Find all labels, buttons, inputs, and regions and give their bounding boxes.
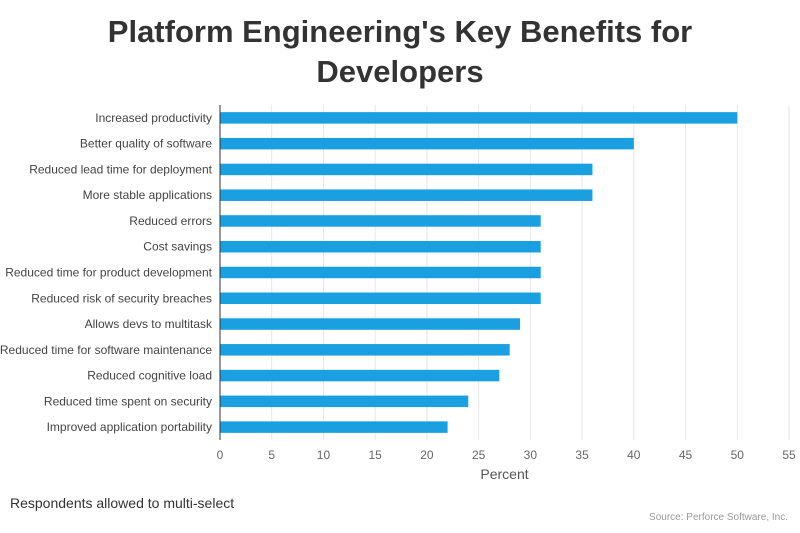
bar [220, 292, 541, 305]
x-tick-label: 40 [627, 448, 641, 462]
bar [220, 240, 541, 253]
chart-title-line-1: Platform Engineering's Key Benefits for [107, 14, 693, 49]
x-tick-label: 25 [472, 448, 486, 462]
category-label: Reduced time for product development [5, 266, 212, 280]
x-tick-label: 5 [268, 448, 275, 462]
x-tick-label: 10 [317, 448, 331, 462]
category-label: Reduced time for software maintenance [0, 343, 212, 357]
category-labels: Increased productivity Better quality of … [0, 111, 213, 434]
chart-title: Platform Engineering's Key Benefits for … [0, 12, 800, 92]
x-axis-title: Percent [480, 466, 528, 482]
category-label: Reduced errors [129, 214, 212, 228]
x-tick-label: 35 [575, 448, 589, 462]
bar [220, 163, 593, 176]
x-tick-label: 0 [217, 448, 224, 462]
bar [220, 318, 521, 330]
category-label: Cost savings [143, 240, 212, 254]
category-label: Improved application portability [47, 420, 212, 434]
chart-title-line-2: Developers [316, 54, 484, 89]
bar [220, 421, 448, 433]
source-credit: Source: Perforce Software, Inc. [649, 512, 788, 523]
bar [220, 369, 500, 382]
category-label: Reduced risk of security breaches [31, 291, 212, 305]
bar [220, 137, 634, 150]
bar [220, 395, 469, 408]
x-tick-label: 30 [524, 448, 538, 462]
x-axis-ticks: 0 5 10 15 20 25 30 35 40 45 50 55 [217, 448, 796, 462]
x-tick-label: 50 [731, 448, 745, 462]
bar [220, 215, 541, 227]
bar [220, 189, 593, 201]
x-tick-label: 15 [369, 448, 383, 462]
x-tick-label: 55 [782, 448, 796, 462]
category-label: Increased productivity [95, 111, 212, 125]
category-label: Better quality of software [80, 137, 212, 151]
x-tick-label: 45 [679, 448, 693, 462]
category-label: More stable applications [83, 188, 212, 202]
footnote: Respondents allowed to multi-select [10, 495, 235, 511]
category-label: Reduced time spent on security [44, 394, 212, 408]
bar [220, 112, 738, 124]
x-tick-label: 20 [420, 448, 434, 462]
bars [220, 112, 738, 433]
category-label: Reduced lead time for deployment [29, 162, 212, 176]
bar [220, 266, 541, 279]
bar [220, 344, 510, 356]
gridlines [271, 105, 790, 440]
category-label: Allows devs to multitask [85, 317, 213, 331]
category-label: Reduced cognitive load [87, 369, 212, 383]
